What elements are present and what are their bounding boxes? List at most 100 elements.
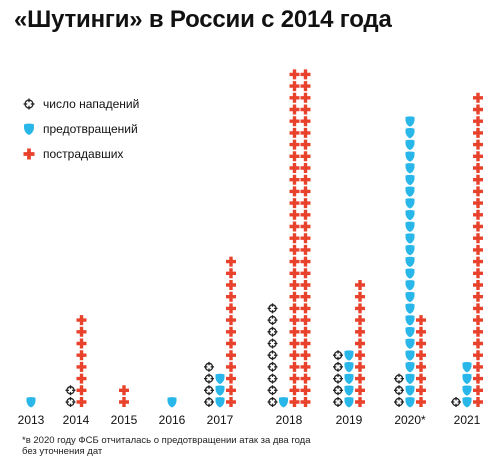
victims-unit — [289, 116, 300, 127]
year-group-2019: 2019 — [333, 280, 365, 427]
victims-unit — [473, 373, 483, 384]
victims-unit — [416, 338, 426, 349]
attacks-unit — [65, 397, 76, 407]
victims-unit — [355, 385, 365, 396]
victims-unit — [416, 326, 426, 337]
x-tick-label: 2016 — [159, 413, 186, 427]
year-group-2014: 2014 — [63, 315, 90, 427]
victims-unit — [289, 291, 300, 302]
victims-unit — [473, 315, 483, 326]
victims-unit — [416, 397, 426, 407]
attacks-unit — [333, 350, 343, 361]
victims-unit — [300, 291, 311, 302]
victims-unit — [289, 315, 300, 326]
cross-icon — [23, 148, 35, 160]
victims-unit — [289, 326, 300, 337]
victims-unit — [76, 361, 87, 372]
attacks-unit — [65, 385, 76, 396]
victims-unit — [300, 361, 311, 372]
victims-unit — [289, 174, 300, 185]
victims-unit — [355, 350, 365, 361]
prevented-unit — [405, 209, 415, 221]
stack-victims — [76, 315, 87, 407]
prevented-unit — [26, 397, 36, 408]
attacks-unit — [267, 397, 278, 407]
prevented-unit — [405, 268, 415, 279]
prevented-unit — [344, 385, 354, 396]
attacks-unit — [333, 397, 343, 407]
attacks-unit — [267, 350, 278, 361]
prevented-unit — [405, 186, 415, 197]
victims-unit — [473, 361, 483, 372]
victims-unit — [289, 244, 300, 255]
victims-unit — [300, 326, 311, 337]
attacks-unit — [204, 373, 214, 384]
x-tick-label: 2018 — [276, 413, 303, 427]
stack-attacks — [65, 385, 76, 407]
victims-unit — [473, 198, 483, 209]
victims-unit — [300, 116, 311, 127]
prevented-unit — [405, 245, 415, 256]
victims-unit — [76, 373, 87, 384]
victims-unit — [226, 361, 236, 372]
victims-unit — [473, 104, 483, 115]
victims-unit — [226, 280, 236, 290]
victims-unit — [300, 373, 311, 384]
attacks-unit — [394, 397, 404, 407]
attacks-unit — [267, 373, 278, 384]
victims-unit — [76, 385, 87, 396]
victims-unit — [473, 209, 483, 220]
year-group-2016: 2016 — [159, 397, 186, 427]
attacks-unit — [267, 385, 278, 396]
prevented-unit — [167, 397, 177, 408]
stack-prevented — [26, 397, 36, 408]
victims-unit — [300, 81, 311, 92]
victims-unit — [473, 291, 483, 302]
victims-unit — [76, 338, 87, 349]
prevented-unit — [405, 151, 415, 162]
victims-unit — [300, 209, 311, 220]
prevented-unit — [405, 291, 415, 303]
victims-unit — [473, 385, 483, 396]
victims-unit — [355, 338, 365, 349]
victims-unit — [300, 315, 311, 326]
victims-unit — [300, 174, 311, 185]
stack-attacks — [394, 373, 404, 407]
victims-unit — [289, 139, 300, 150]
victims-unit — [289, 81, 300, 92]
stack-victims — [226, 256, 236, 407]
stack-prevented — [279, 397, 288, 408]
victims-unit — [355, 291, 365, 302]
victims-unit — [289, 338, 300, 349]
legend-label-victims: пострадавших — [43, 147, 123, 161]
stack-prevented — [462, 362, 472, 408]
stack-victims — [416, 315, 426, 407]
victims-unit — [473, 280, 483, 290]
year-group-2013: 2013 — [18, 397, 45, 427]
year-group-2015: 2015 — [111, 385, 138, 427]
victims-unit — [226, 338, 236, 349]
prevented-unit — [405, 139, 415, 151]
victims-unit — [355, 373, 365, 384]
victims-unit — [355, 397, 365, 407]
victims-unit — [289, 350, 300, 361]
attacks-unit — [394, 385, 404, 396]
victims-unit — [289, 256, 300, 267]
victims-unit — [300, 268, 311, 279]
prevented-unit — [405, 116, 415, 127]
chart-title: «Шутинги» в России с 2014 года — [14, 6, 392, 33]
attacks-unit — [267, 338, 278, 349]
stack-prevented — [167, 397, 177, 408]
attacks-unit — [451, 397, 461, 407]
victims-unit — [473, 127, 483, 138]
victims-unit — [300, 221, 311, 232]
victims-unit — [289, 373, 300, 384]
attacks-unit — [333, 385, 343, 396]
victims-unit — [300, 104, 311, 115]
stack-victims — [119, 385, 129, 407]
victims-unit — [355, 326, 365, 337]
year-group-2021: 2021 — [451, 92, 483, 427]
victims-unit — [289, 280, 300, 290]
legend-label-attacks: число нападений — [43, 97, 139, 111]
x-tick-label: 2019 — [336, 413, 363, 427]
